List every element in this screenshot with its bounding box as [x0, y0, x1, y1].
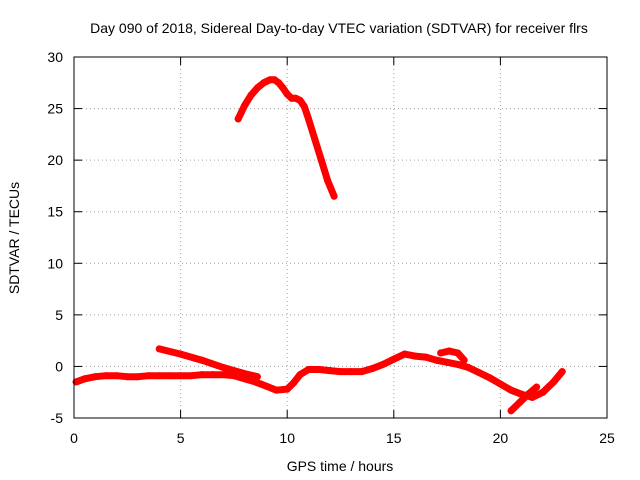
data-point-lower	[475, 369, 483, 377]
data-point-lower	[283, 385, 291, 393]
data-point-lower	[358, 368, 366, 376]
series-layer	[72, 76, 566, 415]
data-point-upper	[300, 103, 308, 111]
data-point-lower	[558, 368, 566, 376]
data-point-late-hump	[437, 349, 445, 357]
data-point-lower	[305, 366, 313, 374]
axis-ticks	[73, 56, 608, 419]
data-point-lower	[411, 352, 419, 360]
data-point-lower	[123, 373, 131, 381]
data-point-lower	[134, 373, 142, 381]
data-point-upper	[324, 177, 332, 185]
data-point-lower	[368, 364, 376, 372]
data-point-upper	[311, 136, 319, 144]
data-point-upper	[247, 91, 255, 99]
x-tick-label: 0	[70, 430, 78, 446]
data-point-lower	[91, 373, 99, 381]
y-tick-label: 25	[47, 101, 63, 117]
data-point-lower	[290, 379, 298, 387]
data-point-lower	[145, 372, 153, 380]
data-point-lower	[454, 360, 462, 368]
data-point-upper	[260, 79, 268, 87]
data-point-lower	[296, 371, 304, 379]
data-point-lower	[166, 372, 174, 380]
x-axis-label: GPS time / hours	[287, 458, 394, 474]
data-point-lower	[400, 350, 408, 358]
x-tick-label: 10	[279, 430, 295, 446]
data-point-upper	[305, 115, 313, 123]
data-point-lower	[337, 368, 344, 376]
data-point-lower	[177, 372, 185, 380]
y-tick-label: 10	[47, 255, 63, 271]
data-point-lower	[198, 371, 206, 379]
data-point-late-hump	[460, 356, 468, 364]
data-point-upper	[241, 101, 249, 109]
x-tick-label: 20	[493, 430, 509, 446]
data-point-lower	[155, 372, 163, 380]
data-point-lower	[507, 386, 515, 394]
data-point-late-hump	[445, 347, 453, 355]
x-tick-label: 5	[177, 430, 185, 446]
data-point-upper	[330, 192, 338, 200]
data-point-lower	[326, 367, 334, 375]
data-point-descending-trace	[155, 345, 163, 353]
series-line-late-hump	[437, 347, 468, 364]
data-point-lower	[273, 386, 281, 394]
plot-frame	[73, 56, 608, 419]
data-point-upper	[317, 156, 325, 164]
data-point-late-drop	[516, 399, 524, 407]
y-tick-labels: -5 0 5 10 15 20 25 30	[47, 49, 63, 426]
data-point-descending-trace	[219, 363, 227, 371]
data-point-lower	[539, 388, 547, 396]
data-point-lower	[443, 358, 451, 366]
y-tick-label: 15	[47, 204, 63, 220]
data-point-lower	[347, 368, 355, 376]
data-point-late-drop	[533, 383, 541, 391]
data-point-descending-trace	[198, 356, 206, 364]
x-tick-label: 15	[386, 430, 402, 446]
y-tick-label: 5	[55, 307, 63, 323]
y-tick-label: 0	[55, 358, 63, 374]
data-point-lower	[102, 372, 110, 380]
data-point-lower	[464, 363, 472, 371]
data-point-late-drop	[524, 390, 532, 398]
x-tick-labels: 0 5 10 15 20 25	[70, 430, 615, 446]
x-tick-label: 25	[599, 430, 615, 446]
data-point-late-drop	[507, 407, 515, 415]
y-axis-label: SDTVAR / TECUs	[6, 182, 22, 294]
data-point-lower	[432, 356, 440, 364]
data-point-descending-trace	[177, 350, 185, 358]
data-point-lower	[262, 382, 270, 390]
data-point-lower	[187, 372, 195, 380]
y-tick-label: -5	[51, 410, 64, 426]
data-point-upper	[253, 84, 261, 92]
data-point-upper	[275, 79, 283, 87]
y-tick-label: 20	[47, 152, 63, 168]
data-point-lower	[379, 360, 387, 368]
data-point-lower	[486, 374, 494, 382]
data-point-lower	[550, 378, 558, 386]
series-line-late-drop	[507, 383, 541, 415]
data-point-lower	[81, 375, 89, 383]
data-point-lower	[496, 380, 504, 388]
data-point-upper	[234, 115, 242, 123]
y-tick-label: 30	[47, 49, 63, 65]
data-point-upper	[279, 84, 287, 92]
data-point-lower	[113, 372, 121, 380]
data-point-lower	[390, 355, 398, 363]
grid-lines	[74, 57, 607, 418]
data-point-lower	[209, 371, 217, 379]
chart-title: Day 090 of 2018, Sidereal Day-to-day VTE…	[90, 20, 588, 36]
data-point-descending-trace	[253, 373, 261, 381]
data-point-lower	[422, 353, 430, 361]
data-point-late-hump	[454, 349, 462, 357]
data-point-descending-trace	[241, 370, 249, 378]
data-point-lower	[219, 371, 227, 379]
data-point-lower	[315, 366, 323, 374]
data-point-upper	[296, 96, 304, 104]
